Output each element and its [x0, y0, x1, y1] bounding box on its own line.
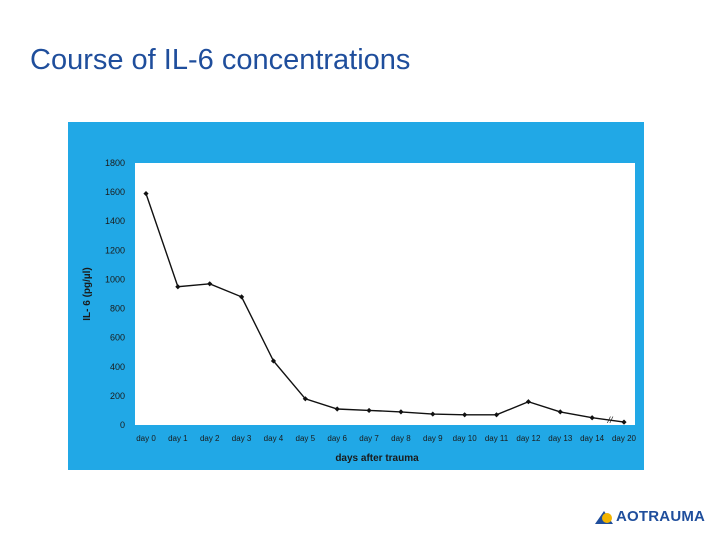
data-point	[270, 358, 277, 364]
y-tick-label: 800	[110, 304, 125, 314]
y-tick-label: 1800	[105, 158, 125, 168]
y-tick-label: 1600	[105, 187, 125, 197]
data-point	[175, 284, 181, 290]
x-tick-label: day 5	[296, 434, 316, 443]
data-point	[621, 419, 627, 425]
x-tick-label: day 12	[516, 434, 541, 443]
x-tick-label: day 7	[359, 434, 379, 443]
x-tick-label: day 11	[485, 434, 509, 443]
x-tick-label: day 9	[423, 434, 443, 443]
plot-area	[135, 163, 635, 425]
x-tick-label: day 3	[232, 434, 252, 443]
data-point	[430, 411, 436, 417]
data-point	[398, 409, 404, 415]
y-tick-label: 1200	[105, 245, 125, 255]
data-point	[207, 281, 213, 287]
x-tick-label: day 20	[612, 434, 637, 443]
x-tick-label: day 10	[453, 434, 478, 443]
y-axis-label: IL- 6 (pg/µl)	[82, 267, 93, 321]
y-tick-label: 400	[110, 362, 125, 372]
logo-wordmark: AOTRAUMA	[616, 508, 705, 525]
logo-ao: AO	[616, 508, 639, 525]
x-tick-label: day 8	[391, 434, 411, 443]
aotrauma-logo: AOTRAUMA	[594, 506, 705, 528]
data-point	[589, 415, 595, 421]
data-point	[525, 399, 531, 405]
x-tick-label: day 1	[168, 434, 188, 443]
data-point	[462, 412, 468, 418]
chart-panel: 0 200 400 600 800 1000 1200 1400 1600 1800 day 0 da…	[68, 122, 644, 470]
y-tick-label: 1000	[105, 274, 125, 284]
data-point	[366, 407, 372, 414]
slide-title: Course of IL-6 concentrations	[30, 44, 411, 76]
y-tick-label: 0	[120, 420, 125, 430]
x-tick-label: day 14	[580, 434, 605, 443]
series-line-il6	[145, 193, 625, 423]
data-point	[557, 409, 563, 415]
x-tick-label: day 13	[548, 434, 573, 443]
axis-break-marker: //	[607, 415, 615, 425]
data-point	[334, 406, 340, 412]
x-tick-label: day 6	[327, 434, 347, 443]
y-tick-label: 1400	[105, 216, 125, 226]
x-axis-label: days after trauma	[335, 453, 419, 464]
il6-line-chart: 0 200 400 600 800 1000 1200 1400 1600 1800 day 0 da…	[82, 158, 637, 464]
aotrauma-logo-icon	[595, 511, 613, 524]
x-tick-label: day 0	[136, 434, 156, 443]
x-tick-label: day 2	[200, 434, 220, 443]
data-point	[493, 412, 500, 418]
logo-trauma: TRAUMA	[638, 508, 706, 525]
y-tick-label: 600	[110, 333, 125, 343]
y-tick-label: 200	[110, 391, 125, 401]
x-tick-label: day 4	[264, 434, 284, 443]
